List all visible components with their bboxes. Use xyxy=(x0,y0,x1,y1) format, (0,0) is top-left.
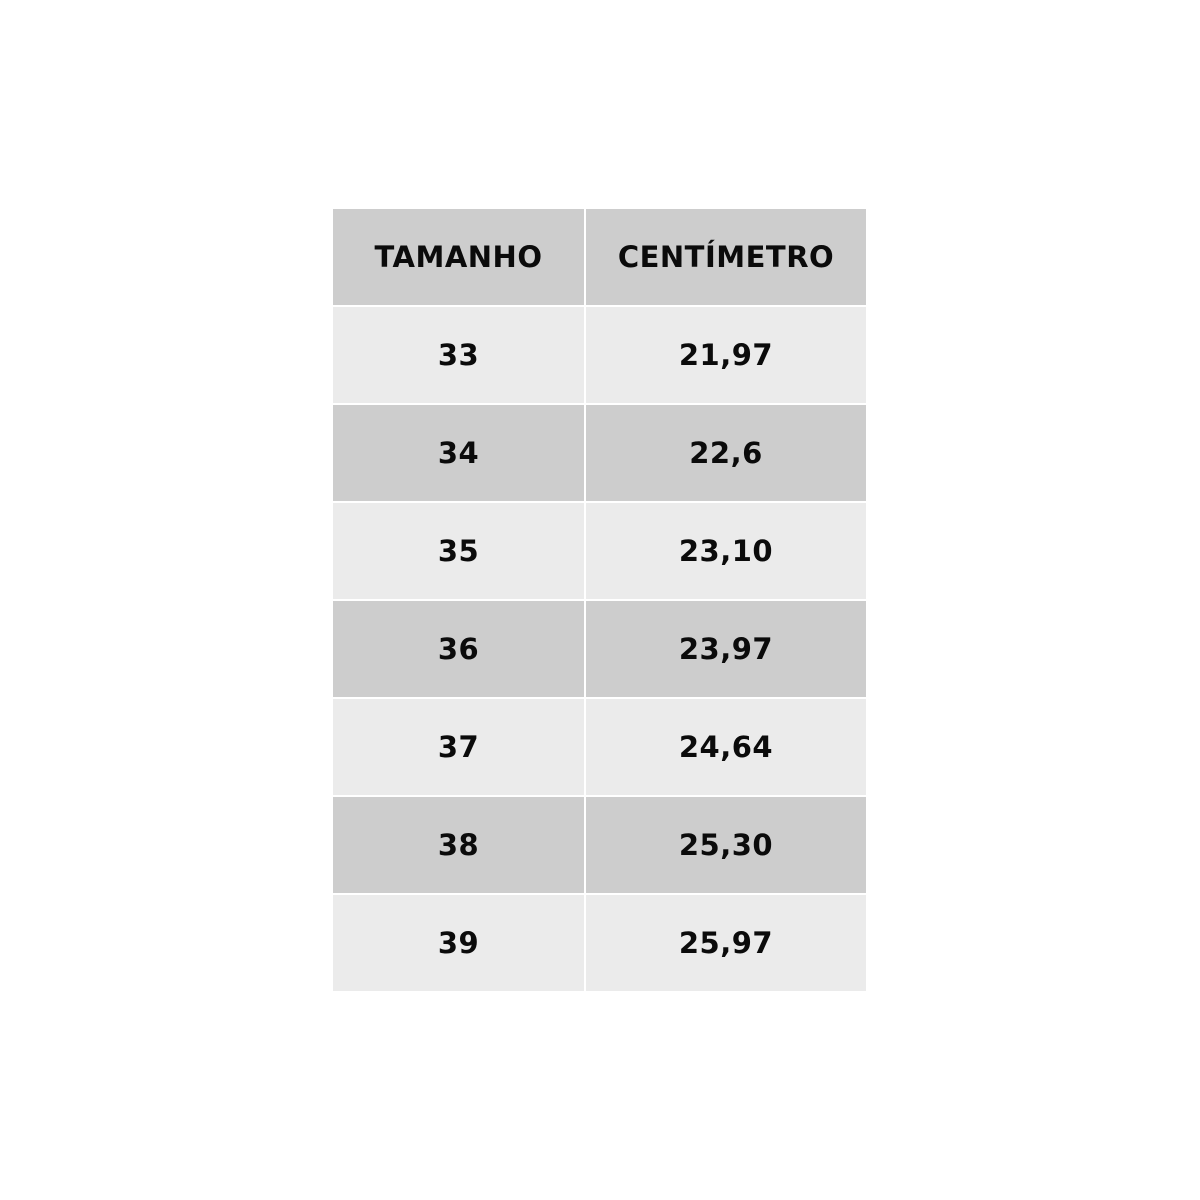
cell-cm: 25,30 xyxy=(586,797,866,893)
cell-size: 39 xyxy=(333,895,584,991)
cell-size: 34 xyxy=(333,405,584,501)
cell-cm: 21,97 xyxy=(586,307,866,403)
cell-cm: 25,97 xyxy=(586,895,866,991)
cell-cm: 24,64 xyxy=(586,699,866,795)
header-tamanho: TAMANHO xyxy=(333,209,584,305)
cell-cm: 23,97 xyxy=(586,601,866,697)
cell-size: 33 xyxy=(333,307,584,403)
header-centimetro: CENTÍMETRO xyxy=(586,209,866,305)
size-chart-table: TAMANHO CENTÍMETRO 33 21,97 34 22,6 35 2… xyxy=(333,209,866,991)
cell-size: 36 xyxy=(333,601,584,697)
cell-cm: 22,6 xyxy=(586,405,866,501)
cell-size: 38 xyxy=(333,797,584,893)
cell-size: 37 xyxy=(333,699,584,795)
cell-size: 35 xyxy=(333,503,584,599)
cell-cm: 23,10 xyxy=(586,503,866,599)
